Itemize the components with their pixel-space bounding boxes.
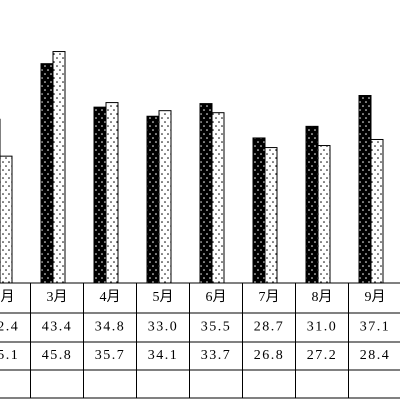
table-value: 34.1	[148, 348, 179, 363]
table-value: 33.0	[148, 320, 179, 335]
table-value: 37.1	[360, 320, 391, 335]
table-value: 35.7	[95, 348, 126, 363]
bar	[252, 137, 266, 284]
bar	[52, 51, 66, 284]
table-value: 34.8	[95, 320, 126, 335]
table-value: 28.7	[254, 320, 285, 335]
x-tick-label: 8月	[312, 289, 333, 305]
x-tick-label: 3月	[47, 289, 68, 305]
bar	[358, 95, 372, 284]
table-value: 35.5	[201, 320, 232, 335]
bar	[305, 125, 319, 284]
table-value: 26.8	[254, 348, 285, 363]
x-tick-label: 4月	[100, 289, 121, 305]
table-value: 32.4	[0, 320, 19, 335]
bar	[264, 147, 278, 284]
bar	[370, 138, 384, 284]
bar	[146, 115, 160, 284]
bar	[199, 103, 213, 284]
table-value: 25.1	[0, 348, 19, 363]
x-tick-label: 2月	[0, 289, 15, 305]
bar	[93, 106, 107, 284]
table-value: 27.2	[307, 348, 338, 363]
x-tick-label: 5月	[153, 289, 174, 305]
x-tick-label: 7月	[259, 289, 280, 305]
table-value: 28.4	[360, 348, 391, 363]
bar	[211, 112, 225, 284]
bar	[105, 102, 119, 284]
bar	[0, 155, 13, 284]
table-value: 31.0	[307, 320, 338, 335]
table-value: 33.7	[201, 348, 232, 363]
table-value: 43.4	[42, 320, 73, 335]
bar	[158, 110, 172, 284]
bar	[40, 63, 54, 284]
table-value: 45.8	[42, 348, 73, 363]
x-tick-label: 6月	[206, 289, 227, 305]
x-tick-label: 9月	[365, 289, 386, 305]
bar	[317, 145, 331, 284]
